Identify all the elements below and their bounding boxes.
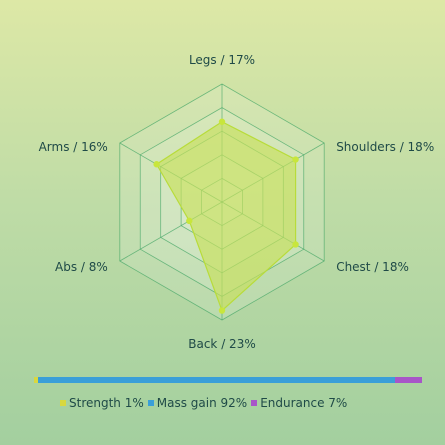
data-point bbox=[186, 217, 193, 225]
legend-item: Endurance 7% bbox=[251, 396, 347, 410]
data-point bbox=[292, 241, 299, 248]
radar-data-layer bbox=[153, 118, 299, 314]
axis-label: Chest / 18% bbox=[336, 260, 409, 274]
legend-swatch bbox=[60, 400, 66, 406]
axis-label: Back / 23% bbox=[188, 337, 255, 351]
legend-item: Mass gain 92% bbox=[147, 396, 248, 410]
goal-bar-segment bbox=[394, 377, 422, 383]
goal-bar-segment bbox=[34, 377, 38, 383]
goal-distribution-bar bbox=[34, 377, 422, 383]
legend-swatch bbox=[251, 400, 258, 406]
axis-label: Shoulders / 18% bbox=[336, 140, 434, 154]
goal-bar-segment bbox=[37, 377, 395, 383]
data-point bbox=[218, 118, 226, 125]
data-point bbox=[218, 307, 226, 314]
axis-label: Abs / 8% bbox=[55, 260, 108, 274]
legend-item: Strength 1% bbox=[60, 396, 144, 410]
axis-label: Legs / 17% bbox=[189, 53, 255, 67]
legend-label: Endurance 7% bbox=[260, 396, 348, 410]
data-point bbox=[292, 156, 299, 163]
legend-label: Mass gain 92% bbox=[156, 396, 248, 410]
legend-label: Strength 1% bbox=[69, 396, 144, 410]
legend-swatch bbox=[147, 400, 154, 406]
axis-labels: Legs / 17% Shoulders / 18% Chest / 18% Back… bbox=[39, 53, 435, 351]
data-point bbox=[153, 161, 160, 168]
axis-label: Arms / 16% bbox=[39, 140, 108, 154]
legend: Strength 1% Mass gain 92% Endurance 7% bbox=[60, 396, 351, 410]
